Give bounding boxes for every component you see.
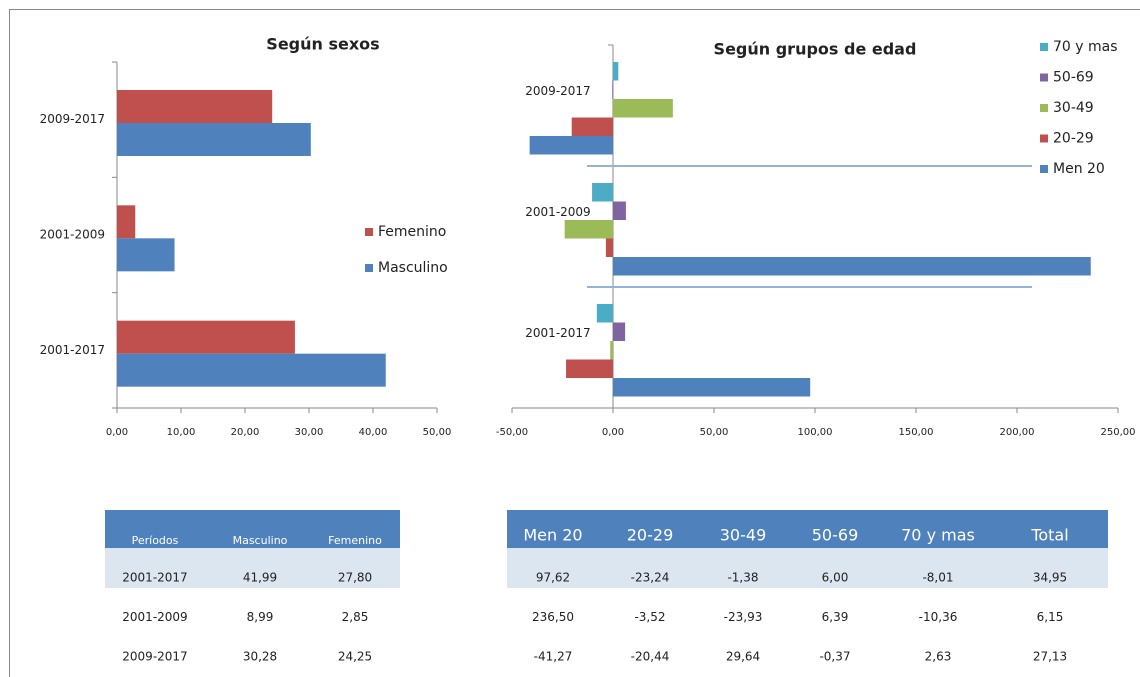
table-cell: 2009-2017	[122, 650, 187, 664]
table-cell: 41,99	[243, 571, 277, 585]
table-cell: 2,85	[342, 610, 369, 624]
bar	[596, 304, 613, 323]
bar	[117, 320, 295, 354]
category-label: 2001-2017	[525, 326, 590, 340]
chart-title: Según grupos de edad	[714, 40, 917, 59]
legend-label: 50-69	[1053, 70, 1094, 86]
table-header: 70 y mas	[901, 526, 975, 545]
table-cell: 27,13	[1033, 650, 1067, 664]
x-tick-label: 0,00	[602, 427, 624, 438]
frame	[9, 9, 1140, 677]
bar	[592, 183, 613, 202]
bar	[613, 62, 619, 81]
legend-label: Femenino	[378, 224, 446, 240]
category-label: 2001-2009	[525, 205, 590, 219]
table-cell: 27,80	[338, 571, 372, 585]
bar	[566, 359, 613, 378]
legend-marker	[365, 228, 373, 236]
table-cell: -0,37	[819, 650, 850, 664]
table-row-bg	[105, 548, 400, 588]
table-cell: -10,36	[919, 610, 958, 624]
legend-marker	[365, 264, 373, 272]
table-cell: 2,63	[925, 650, 952, 664]
chart-title: Según sexos	[266, 35, 379, 54]
x-tick-label: 40,00	[359, 427, 388, 438]
legend-marker	[1040, 73, 1048, 82]
table-cell: 34,95	[1033, 571, 1067, 585]
table-row-bg	[507, 548, 1108, 588]
table-header-bg	[105, 510, 400, 548]
table-cell: -23,24	[631, 571, 670, 585]
legend-label: 70 y mas	[1053, 39, 1118, 55]
table-cell: 29,64	[726, 650, 760, 664]
x-tick-label: 10,00	[167, 427, 196, 438]
bar	[529, 136, 613, 155]
table-cell: -20,44	[631, 650, 670, 664]
bar	[613, 322, 626, 341]
table-cell: -1,38	[727, 571, 758, 585]
bar	[613, 99, 673, 118]
bar	[117, 353, 386, 387]
table-header: 30-49	[720, 526, 767, 545]
table-header: 20-29	[627, 526, 674, 545]
x-tick-label: 200,00	[1000, 427, 1035, 438]
x-tick-label: 250,00	[1101, 427, 1136, 438]
table-header: 50-69	[812, 526, 859, 545]
x-tick-label: 0,00	[106, 427, 128, 438]
category-label: 2009-2017	[40, 112, 105, 126]
table-header: Total	[1030, 526, 1068, 545]
category-label: 2001-2009	[40, 228, 105, 242]
bar	[571, 117, 613, 136]
table-cell: -41,27	[534, 650, 573, 664]
table-cell: 8,99	[247, 610, 274, 624]
table-cell: 6,39	[822, 610, 849, 624]
bar	[613, 201, 626, 220]
table-header-bg	[507, 510, 1108, 548]
table-cell: 30,28	[243, 650, 277, 664]
table-header: Masculino	[233, 534, 288, 547]
table-cell: 2001-2017	[122, 571, 187, 585]
table-cell: -23,93	[724, 610, 763, 624]
x-tick-label: 30,00	[295, 427, 324, 438]
table-cell: -3,52	[634, 610, 665, 624]
legend-label: Masculino	[378, 260, 448, 276]
legend-marker	[1040, 165, 1048, 173]
bar	[117, 90, 273, 123]
bar	[612, 80, 613, 99]
x-tick-label: 20,00	[231, 427, 260, 438]
x-tick-label: 50,00	[423, 427, 452, 438]
table-cell: 6,15	[1037, 610, 1064, 624]
category-label: 2001-2017	[40, 343, 105, 357]
legend-marker	[1040, 104, 1048, 112]
bar	[613, 257, 1091, 276]
table-header: Períodos	[132, 534, 179, 547]
table-cell: -8,01	[922, 571, 953, 585]
x-tick-label: -50,00	[496, 427, 528, 438]
table-cell: 97,62	[536, 571, 570, 585]
legend-label: 30-49	[1053, 100, 1094, 116]
table-cell: 2001-2009	[122, 610, 187, 624]
bar	[117, 123, 311, 156]
x-tick-label: 50,00	[700, 427, 729, 438]
table-cell: 236,50	[532, 610, 574, 624]
x-tick-label: 100,00	[798, 427, 833, 438]
bar	[117, 238, 175, 272]
table-cell: 24,25	[338, 650, 372, 664]
legend-marker	[1040, 43, 1048, 51]
table-header: Men 20	[523, 526, 582, 545]
legend-marker	[1040, 134, 1048, 143]
category-label: 2009-2017	[525, 84, 590, 98]
legend-label: Men 20	[1053, 161, 1105, 177]
x-tick-label: 150,00	[899, 427, 934, 438]
bar	[605, 238, 613, 257]
bar	[117, 205, 136, 239]
bar	[610, 341, 613, 360]
table-cell: 6,00	[822, 571, 849, 585]
table-header: Femenino	[328, 534, 382, 547]
legend-label: 20-29	[1053, 131, 1094, 147]
bar	[564, 220, 613, 239]
bar	[613, 378, 811, 397]
